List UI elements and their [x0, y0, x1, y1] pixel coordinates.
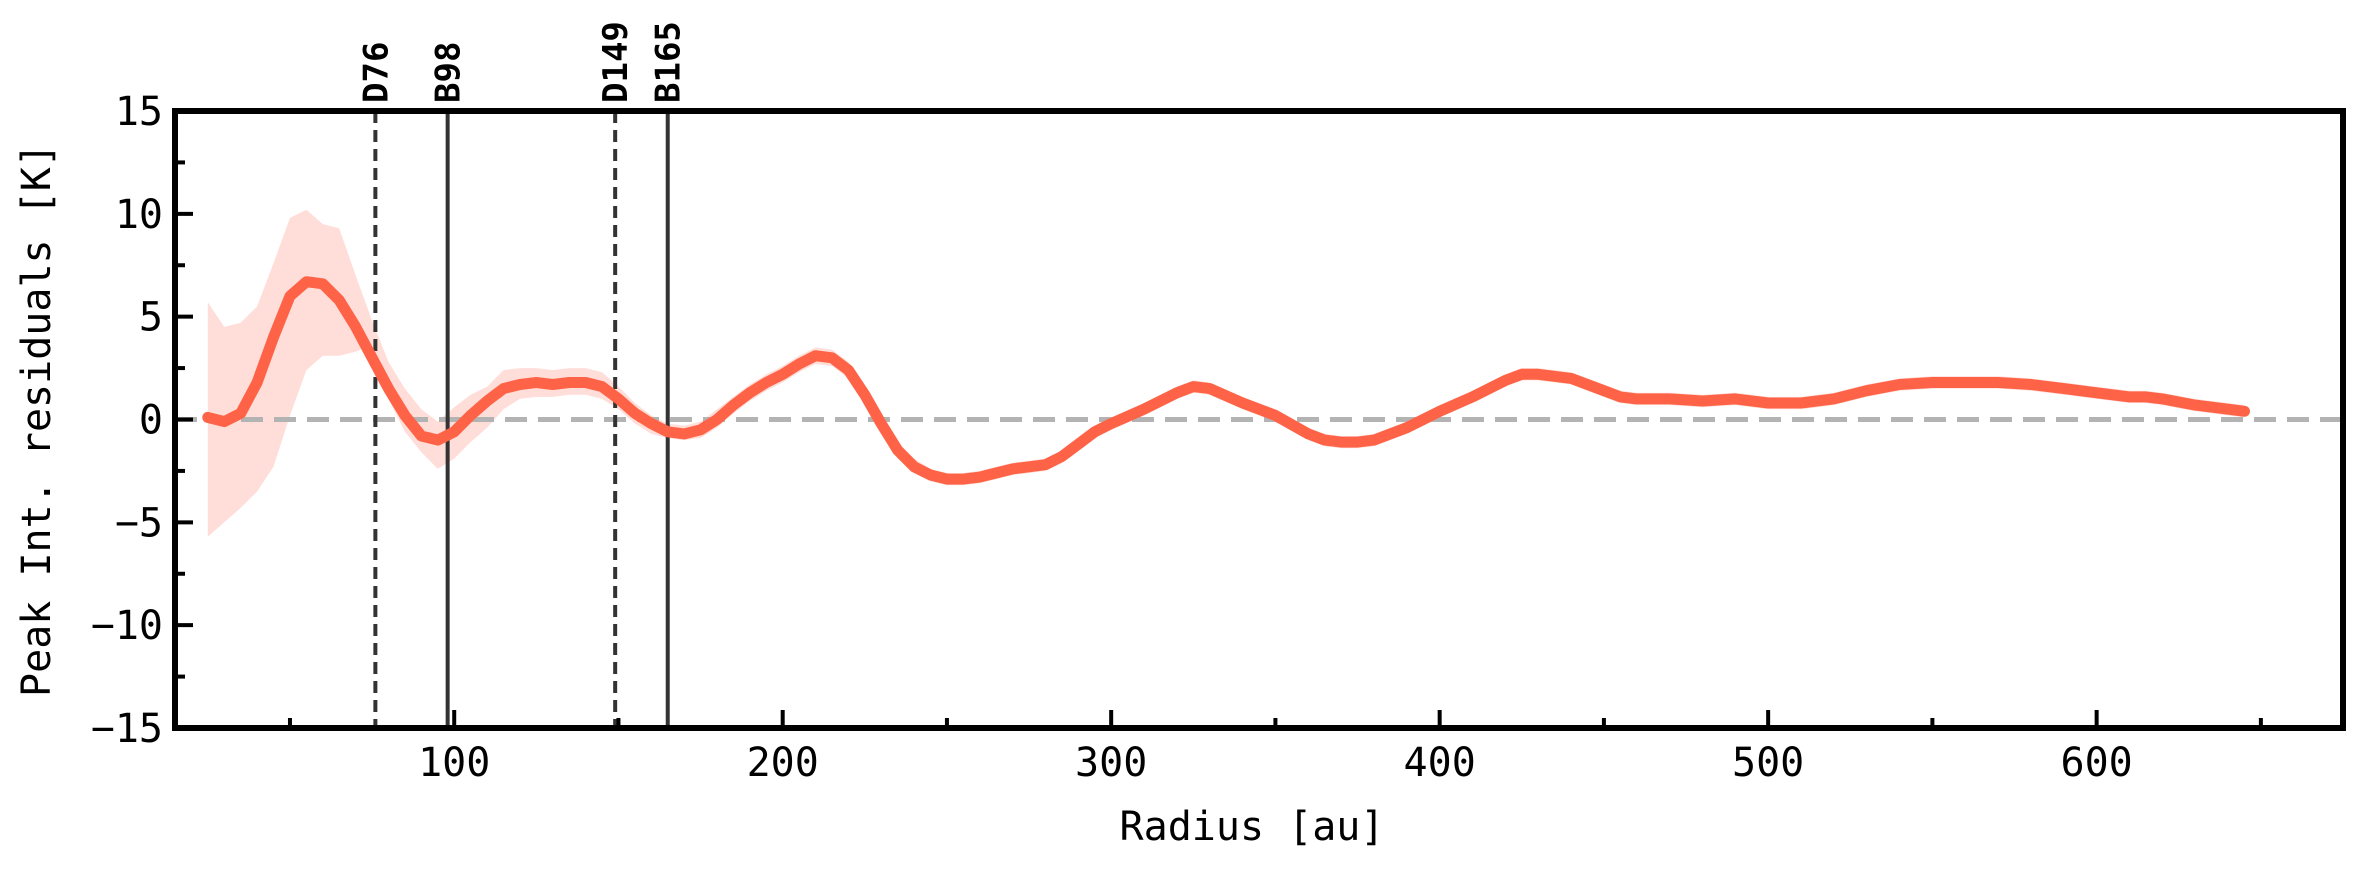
y-tick-label: 0 — [139, 398, 163, 444]
x-axis-title: Radius [au] — [1120, 804, 1385, 850]
plot-area — [175, 111, 2343, 728]
marker-label-b98: B98 — [429, 42, 469, 103]
x-tick-label: 500 — [1732, 740, 1804, 786]
marker-label-d149: D149 — [596, 21, 636, 103]
y-tick-label: −10 — [91, 603, 163, 649]
marker-label-d76: D76 — [356, 42, 396, 103]
uncertainty-band — [207, 209, 2245, 537]
y-tick-label: 5 — [139, 295, 163, 341]
y-tick-label: −5 — [115, 500, 163, 546]
plot-frame — [172, 108, 2346, 731]
y-tick-label: −15 — [91, 706, 163, 752]
x-tick-label: 100 — [418, 740, 490, 786]
x-tick-label: 600 — [2061, 740, 2133, 786]
profile-line — [202, 276, 2250, 485]
y-tick-label: 15 — [115, 89, 163, 135]
marker-label-b165: B165 — [649, 21, 689, 103]
x-tick-label: 400 — [1404, 740, 1476, 786]
x-tick-label: 200 — [747, 740, 819, 786]
x-tick-label: 300 — [1075, 740, 1147, 786]
y-tick-label: 10 — [115, 192, 163, 238]
y-axis-title: Peak Int. residuals [K] — [14, 143, 60, 697]
